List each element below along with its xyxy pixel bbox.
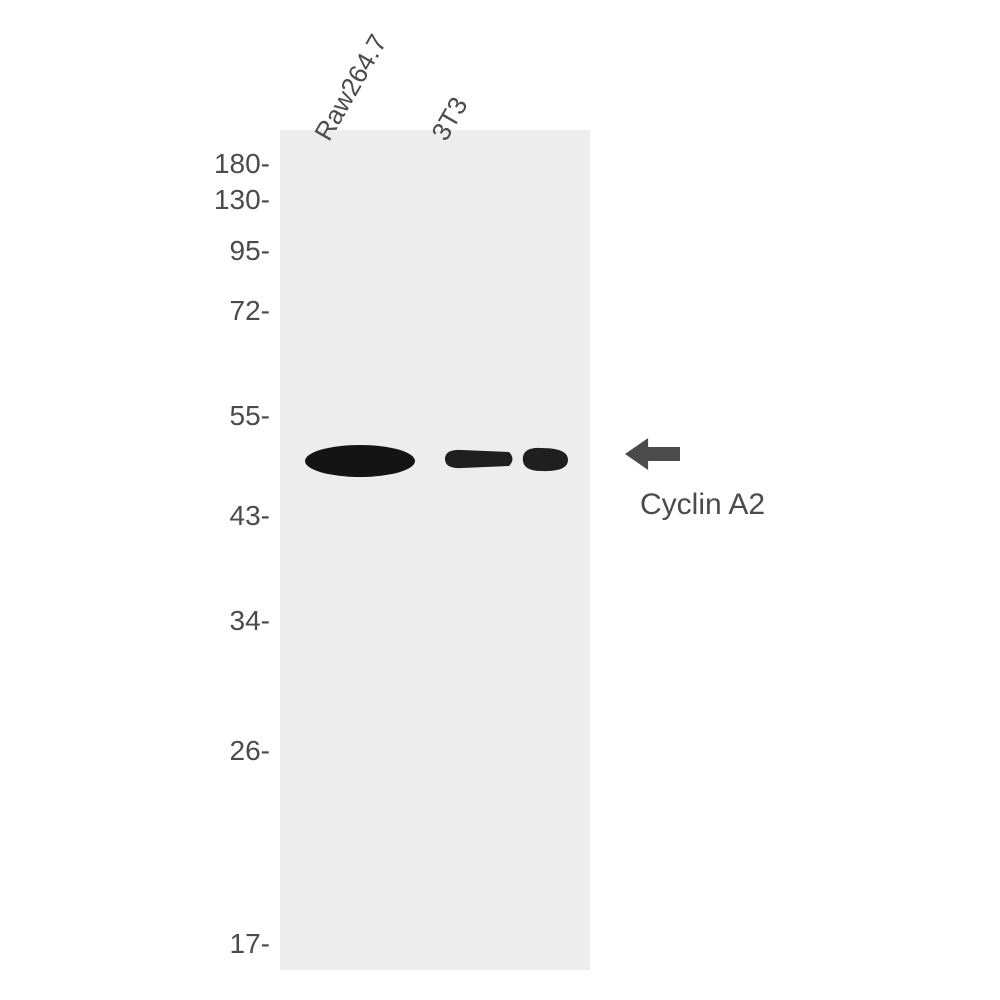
lane-label-1: Raw264.7 [308,29,393,146]
mw-marker-95: 95- [190,235,270,267]
mw-marker-26: 26- [190,735,270,767]
band-lane2 [440,448,570,478]
blot-membrane [280,130,590,970]
mw-marker-17: 17- [190,928,270,960]
protein-annotation: Cyclin A2 [640,488,765,522]
mw-marker-34: 34- [190,605,270,637]
arrow-icon [625,438,680,470]
mw-marker-180: 180- [190,148,270,180]
mw-marker-72: 72- [190,295,270,327]
mw-marker-130: 130- [190,184,270,216]
mw-marker-55: 55- [190,400,270,432]
band-lane1 [305,445,415,481]
mw-marker-43: 43- [190,500,270,532]
